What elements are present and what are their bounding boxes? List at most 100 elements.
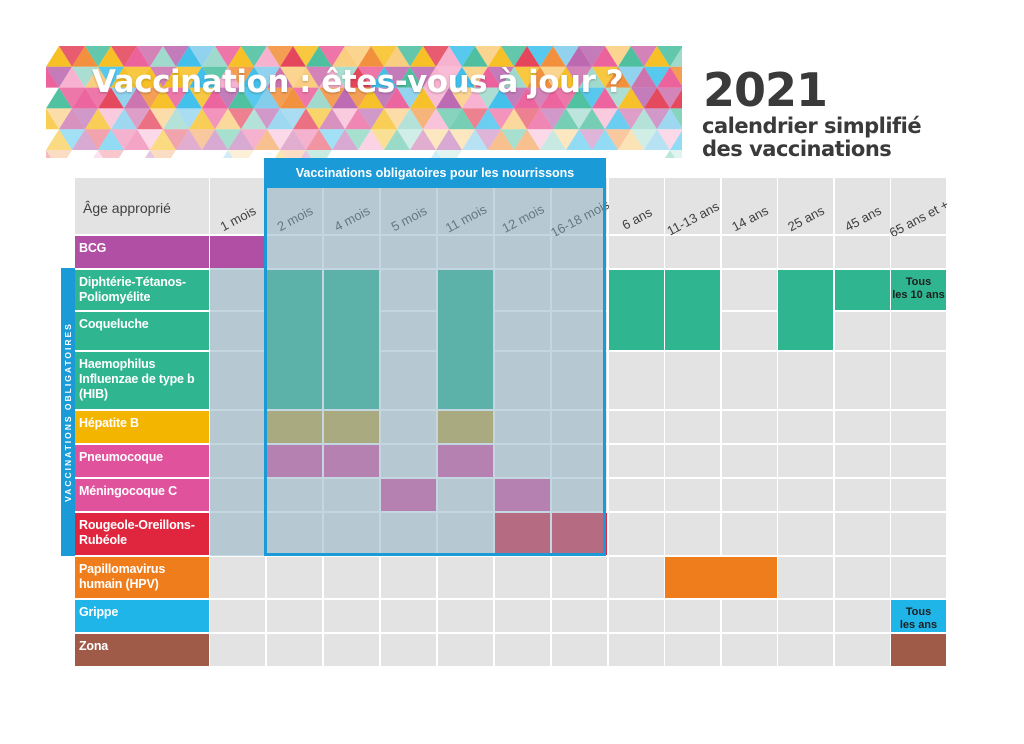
- subtitle-line-1: calendrier simplifié: [702, 114, 922, 138]
- mosaic-tile: [462, 108, 488, 130]
- schedule-cell: [495, 352, 550, 409]
- mosaic-tile: [98, 108, 124, 130]
- mosaic-tile: [275, 150, 285, 158]
- dose-meningocoque: [495, 479, 550, 511]
- mosaic-tile: [332, 66, 358, 88]
- mosaic-tile: [631, 108, 657, 130]
- schedule-cell: [381, 270, 436, 310]
- schedule-cell: [438, 634, 493, 666]
- schedule-cell: [665, 513, 720, 555]
- schedule-cell: [267, 600, 322, 632]
- schedule-cell: [778, 411, 833, 443]
- page-title: Vaccination : êtes-vous à jour ?: [92, 64, 624, 100]
- mosaic-tile: [592, 66, 618, 88]
- mosaic-tile: [410, 108, 436, 130]
- schedule-cell: [609, 513, 664, 555]
- mosaic-tile: [449, 46, 475, 67]
- mosaic-tile: [462, 129, 488, 150]
- mosaic-tile: [176, 46, 202, 67]
- mosaic-tile: [358, 46, 384, 67]
- schedule-cell: [891, 479, 946, 511]
- schedule-cell: [722, 270, 777, 310]
- mosaic-tile: [306, 46, 332, 67]
- schedule-cell: [778, 479, 833, 511]
- mosaic-tile: [111, 87, 137, 109]
- mosaic-tile: [98, 87, 124, 109]
- vaccine-label: Diphtérie-Tétanos- Poliomyélite: [75, 270, 209, 310]
- mosaic-tile: [501, 87, 527, 109]
- mosaic-tile: [514, 46, 540, 67]
- mosaic-tile: [223, 150, 233, 158]
- mosaic-tile: [319, 87, 345, 109]
- schedule-cell: [495, 445, 550, 477]
- age-column-header: 45 ans: [835, 178, 890, 234]
- mosaic-tile: [59, 66, 85, 88]
- schedule-cell: [722, 445, 777, 477]
- mosaic-tile: [163, 87, 189, 109]
- vaccine-label: Rougeole-Oreillons- Rubéole: [75, 513, 209, 555]
- mosaic-tile: [358, 66, 384, 88]
- mosaic-tile: [241, 129, 267, 150]
- age-header-corner: Âge approprié: [75, 178, 209, 234]
- schedule-cell: [552, 600, 607, 632]
- mosaic-tile: [605, 108, 631, 130]
- schedule-cell: [778, 557, 833, 598]
- mosaic-tile: [475, 46, 501, 67]
- mosaic-tile: [163, 129, 189, 150]
- mosaic-tile: [59, 46, 85, 67]
- mosaic-tile: [202, 46, 228, 67]
- mosaic-tile: [85, 87, 111, 109]
- age-column-label: 16-18 mois: [547, 196, 612, 241]
- mosaic-tile: [501, 66, 527, 88]
- mosaic-tile: [46, 150, 72, 158]
- mosaic-tile: [137, 66, 163, 88]
- mosaic-tile: [150, 87, 176, 109]
- mosaic-tile: [241, 108, 267, 130]
- mosaic-tile: [397, 87, 423, 109]
- schedule-cell: [267, 236, 322, 268]
- mosaic-tile: [436, 129, 462, 150]
- schedule-cell: [552, 479, 607, 511]
- schedule-cell: [891, 513, 946, 555]
- schedule-cell: [438, 479, 493, 511]
- note-every-10-years: Tous les 10 ans: [892, 276, 945, 301]
- schedule-cell: [552, 557, 607, 598]
- mosaic-tile: [618, 108, 644, 130]
- mosaic-tile: [540, 129, 566, 150]
- mosaic-tile: [111, 108, 137, 130]
- age-column-header: 11-13 ans: [664, 178, 721, 238]
- mosaic-tile: [176, 66, 202, 88]
- mosaic-tile: [72, 129, 98, 150]
- mosaic-tile: [431, 150, 441, 158]
- schedule-cell: [665, 445, 720, 477]
- mosaic-tile: [137, 129, 163, 150]
- schedule-cell: [891, 445, 946, 477]
- mosaic-tile: [98, 129, 124, 150]
- mosaic-tile: [137, 108, 163, 130]
- schedule-cell: [381, 445, 436, 477]
- schedule-cell: [835, 513, 890, 555]
- dose-pneumocoque: [267, 445, 322, 477]
- mosaic-tile: [319, 66, 345, 88]
- mosaic-tile: [72, 46, 98, 67]
- age-column-header: 65 ans et +: [886, 178, 951, 240]
- mosaic-tile: [85, 108, 111, 130]
- mosaic-tile: [488, 129, 514, 150]
- mosaic-tile: [358, 108, 384, 130]
- mosaic-tile: [46, 108, 72, 130]
- mosaic-tile: [436, 108, 462, 130]
- schedule-cell: [210, 557, 265, 598]
- mosaic-tile: [462, 46, 488, 67]
- schedule-cell: [835, 352, 890, 409]
- dose-dtp-coq-hib: [267, 270, 322, 409]
- age-column-label: 25 ans: [784, 202, 827, 235]
- mosaic-tile: [46, 87, 72, 109]
- schedule-cell: [891, 236, 946, 268]
- mosaic-tile: [150, 66, 176, 88]
- mosaic-tile: [566, 66, 592, 88]
- schedule-cell: [438, 600, 493, 632]
- mosaic-tile: [306, 87, 332, 109]
- mosaic-tile: [332, 108, 358, 130]
- mosaic-tile: [436, 87, 462, 109]
- mandatory-side-bar: [61, 268, 75, 556]
